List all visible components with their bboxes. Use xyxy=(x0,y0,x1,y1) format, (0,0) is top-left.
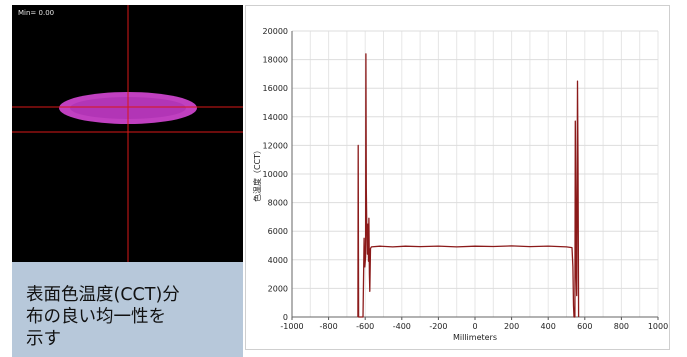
x-tick-label: 1000 xyxy=(648,322,668,331)
y-tick-label: 10000 xyxy=(263,170,288,179)
min-value-label: Min= 0.00 xyxy=(18,9,55,17)
caption-box: 表面色温度(CCT)分 布の良い均一性を 示す xyxy=(12,262,243,357)
caption-line-1: 表面色温度(CCT)分 xyxy=(26,285,180,305)
camera-panel: Min= 0.00 表面色温度(CCT)分 布の良い均一性を 示す xyxy=(12,5,243,357)
y-tick-label: 2000 xyxy=(268,284,288,293)
y-tick-label: 18000 xyxy=(263,56,288,65)
y-tick-label: 8000 xyxy=(268,199,288,208)
y-tick-label: 16000 xyxy=(263,84,288,93)
x-tick-label: 200 xyxy=(504,322,519,331)
caption-line-2: 布の良い均一性を xyxy=(26,307,166,327)
x-tick-label: -800 xyxy=(320,322,338,331)
x-tick-label: -1000 xyxy=(280,322,303,331)
y-tick-label: 20000 xyxy=(263,27,288,36)
x-tick-label: -400 xyxy=(393,322,411,331)
x-tick-label: 600 xyxy=(577,322,592,331)
cct-chart-panel: 0 2000 4000 6000 8000 10000 12000 14000 16000 180… xyxy=(245,5,670,350)
x-tick-label: 0 xyxy=(472,322,477,331)
cct-distribution-image: Min= 0.00 xyxy=(12,5,243,262)
y-tick-label: 14000 xyxy=(263,113,288,122)
x-tick-label: 400 xyxy=(541,322,556,331)
x-axis-title: Millimeters xyxy=(453,333,497,342)
x-tick-label: -600 xyxy=(356,322,374,331)
cct-line-chart: 0200040006000800010000120001400016000180… xyxy=(252,27,668,342)
y-axis-title: 色温度（CCT） xyxy=(252,146,262,202)
x-tick-label: 800 xyxy=(614,322,629,331)
y-tick-label: 6000 xyxy=(268,227,288,236)
series-line-cct xyxy=(357,53,580,318)
cct-distribution-svg xyxy=(12,5,243,262)
y-tick-label: 4000 xyxy=(268,256,288,265)
caption-line-3: 示す xyxy=(26,329,61,349)
y-tick-label: 0 xyxy=(283,313,288,322)
y-tick-label: 12000 xyxy=(263,141,288,150)
x-tick-label: -200 xyxy=(429,322,447,331)
